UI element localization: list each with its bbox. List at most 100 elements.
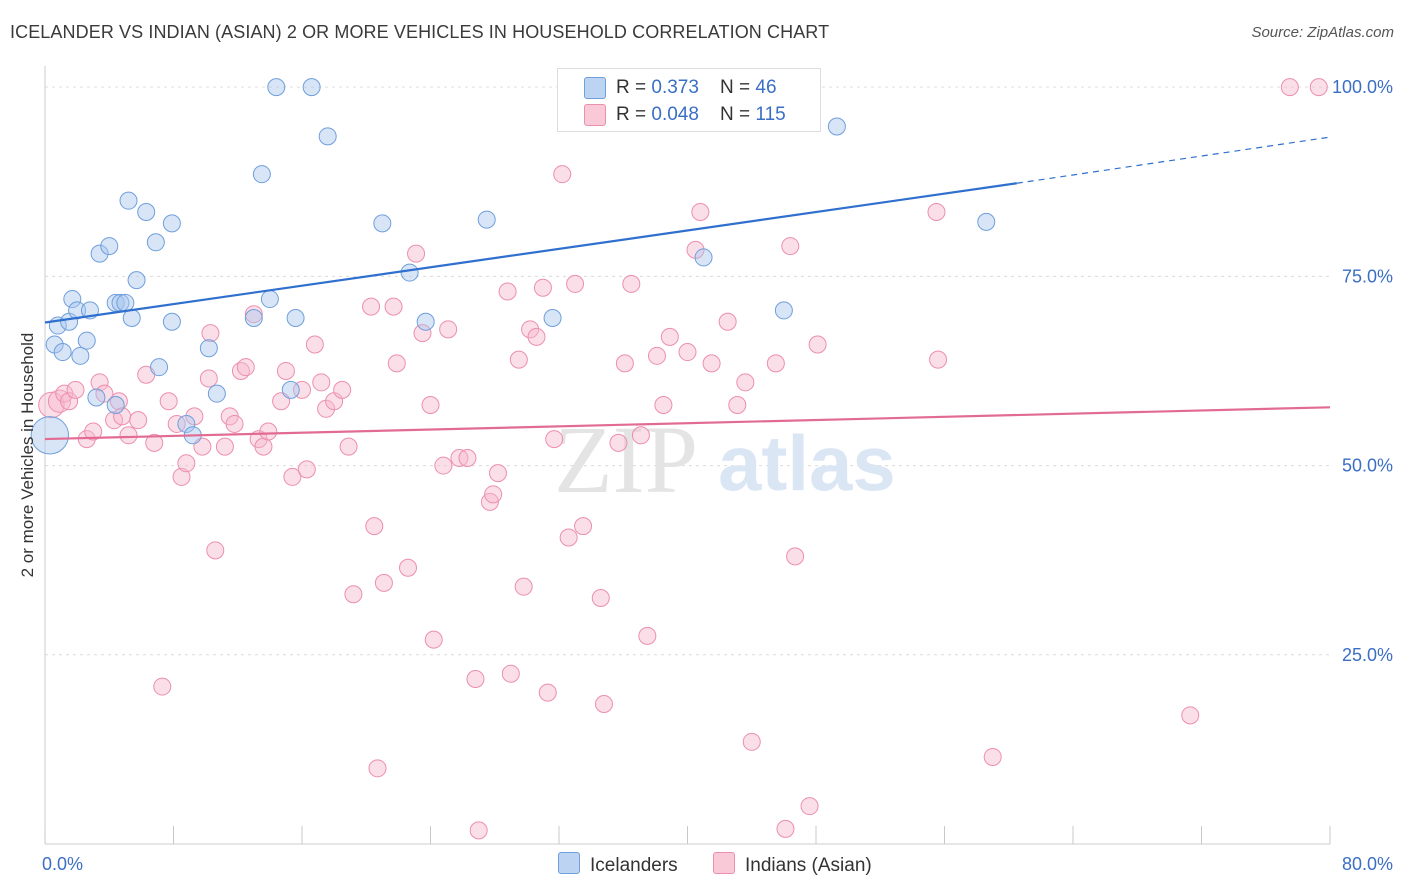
indians-asian-point (199, 369, 218, 388)
indians-asian-point (800, 797, 819, 816)
indians-asian-point (742, 732, 761, 751)
icelanders-point (416, 312, 435, 331)
indians-asian-point (60, 392, 79, 411)
indians-asian-point (929, 350, 948, 369)
indians-asian-point (736, 373, 755, 392)
indians-asian-point (654, 396, 673, 415)
bottom-legend-label: Indians (Asian) (745, 855, 872, 876)
indians-asian-point (297, 460, 316, 479)
chart-title: ICELANDER VS INDIAN (ASIAN) 2 OR MORE VE… (10, 22, 830, 42)
legend-n-value: 115 (755, 104, 786, 125)
stats-legend: R = 0.373 N = 46 R = 0.048 N = 115 (557, 68, 821, 132)
indians-asian-point (244, 305, 263, 324)
indians-asian-point (276, 361, 295, 380)
indians-asian-point (501, 664, 520, 683)
icelanders-point (281, 380, 300, 399)
bottom-legend-icelanders: Icelanders (558, 852, 678, 877)
icelanders-point (53, 343, 72, 362)
indians-asian-point (559, 528, 578, 547)
indians-asian-point (498, 282, 517, 301)
icelanders-point (977, 212, 996, 231)
indians-asian-point (1280, 78, 1299, 97)
indians-asian-point (527, 327, 546, 346)
indians-asian-point (206, 541, 225, 560)
y-tick-label: 100.0% (1332, 77, 1393, 97)
legend-swatch-pink (584, 104, 606, 126)
indians-asian-point (254, 437, 273, 456)
indians-asian-point (312, 373, 331, 392)
indians-asian-point (259, 422, 278, 441)
icelanders-point (106, 396, 125, 415)
indians-asian-point (424, 630, 443, 649)
indians-asian-point (119, 426, 138, 445)
icelanders-point (90, 244, 109, 263)
indians-asian-point (566, 274, 585, 293)
indians-asian-point (215, 437, 234, 456)
indians-asian-point (458, 449, 477, 467)
legend-n-value: 46 (755, 77, 777, 98)
indians-asian-point (177, 454, 196, 473)
indians-asian-point (66, 380, 85, 399)
indians-asian-point (660, 327, 679, 346)
indians-asian-point (983, 747, 1002, 766)
legend-swatch-blue (584, 77, 606, 99)
legend-r-value: 0.048 (651, 104, 699, 125)
indians-asian-point (225, 414, 244, 433)
legend-n-label: N = (720, 104, 756, 125)
indians-asian-point (399, 558, 418, 577)
tick-labels: 25.0% 50.0% 75.0% 100.0% 0.0% 80.0% (42, 77, 1393, 874)
legend-n-label: N = (720, 77, 756, 98)
icelanders-point (774, 301, 793, 320)
x-tick-label: 80.0% (1342, 854, 1393, 874)
indians-asian-point (469, 821, 488, 840)
indians-asian-point (538, 683, 557, 702)
indians-asian-trend-line (44, 406, 1331, 441)
indians-asian-point (553, 165, 572, 184)
indians-asian-point (384, 297, 403, 316)
indians-asian-point (594, 694, 613, 713)
indians-asian-point (172, 467, 191, 486)
icelanders-point (244, 308, 263, 327)
indians-asian-point (786, 547, 805, 566)
bottom-legend-swatch-pink (713, 852, 735, 874)
indians-asian-point (678, 343, 697, 362)
icelanders-point (199, 339, 218, 358)
indians-asian-point (533, 278, 552, 297)
icelanders-point (119, 191, 138, 210)
indians-asian-point (1181, 706, 1200, 725)
y-axis-label: 2 or more Vehicles in Household (18, 332, 37, 578)
indians-asian-point (439, 320, 458, 339)
icelanders-point (373, 214, 392, 233)
icelanders-point (71, 346, 90, 365)
indians-asian-point (591, 589, 610, 608)
indians-asian-point (434, 456, 453, 475)
y-tick-label: 50.0% (1342, 456, 1393, 476)
bottom-legend-swatch-blue (558, 852, 580, 874)
indians-asian-point (1309, 78, 1328, 97)
indians-asian-point (421, 396, 440, 415)
trend-lines (44, 136, 1331, 441)
bottom-legend-indians: Indians (Asian) (713, 852, 872, 877)
indians-asian-point (466, 670, 485, 689)
indians-asian-point (159, 392, 178, 411)
indians-asian-point (368, 759, 387, 778)
icelanders-point (302, 78, 321, 97)
icelanders-point (150, 358, 169, 377)
indians-asian-point (509, 350, 528, 369)
indians-asian-point (344, 585, 363, 604)
axes (44, 66, 1331, 845)
indians-asian-point (84, 422, 103, 441)
indians-asian-point (808, 335, 827, 354)
indians-asian-point (776, 819, 795, 838)
icelanders-point (162, 312, 181, 331)
icelanders-point (146, 233, 165, 252)
watermark-atlas: atlas (718, 419, 896, 507)
icelanders-trend-line (44, 182, 1017, 324)
indians-asian-point (145, 433, 164, 452)
indians-asian-point (609, 433, 628, 452)
indians-asian-point (521, 320, 540, 339)
icelanders-point (694, 248, 713, 267)
indians-asian-point (927, 203, 946, 222)
indians-asian-point (545, 430, 564, 449)
